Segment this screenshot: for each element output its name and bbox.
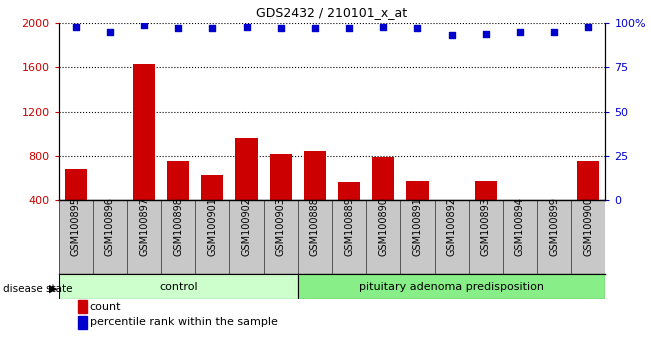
Point (344, 25, 354, 31)
Bar (372, 157, 395, 244)
Point (310, 25, 320, 31)
Bar (406, 181, 428, 244)
Bar (99, 201, 121, 244)
Text: disease state: disease state (3, 284, 73, 293)
Bar (475, 181, 497, 244)
Point (275, 25, 286, 31)
Text: percentile rank within the sample: percentile rank within the sample (90, 318, 278, 327)
Bar (133, 64, 155, 244)
Point (139, 22, 149, 28)
Point (173, 25, 184, 31)
Text: control: control (159, 282, 197, 292)
Point (242, 24, 252, 29)
Bar (167, 161, 189, 244)
Point (105, 29, 115, 35)
Bar (304, 152, 326, 244)
Bar (338, 182, 360, 244)
Point (207, 25, 217, 31)
Bar (441, 201, 463, 244)
Point (515, 29, 525, 35)
Bar (509, 202, 531, 244)
Text: count: count (90, 302, 121, 312)
Bar (64, 169, 87, 244)
Point (70, 24, 81, 29)
Bar (543, 202, 565, 244)
Point (549, 29, 559, 35)
Bar (270, 154, 292, 244)
Point (447, 33, 457, 38)
Point (378, 24, 389, 29)
Point (583, 24, 594, 29)
Point (412, 25, 422, 31)
Bar (201, 175, 223, 244)
Text: ▶: ▶ (49, 284, 57, 293)
Title: GDS2432 / 210101_x_at: GDS2432 / 210101_x_at (256, 6, 408, 19)
FancyBboxPatch shape (59, 274, 298, 299)
Point (480, 31, 491, 36)
Bar (236, 138, 258, 244)
FancyBboxPatch shape (298, 274, 605, 299)
Bar (577, 161, 600, 244)
Text: pituitary adenoma predisposition: pituitary adenoma predisposition (359, 282, 544, 292)
